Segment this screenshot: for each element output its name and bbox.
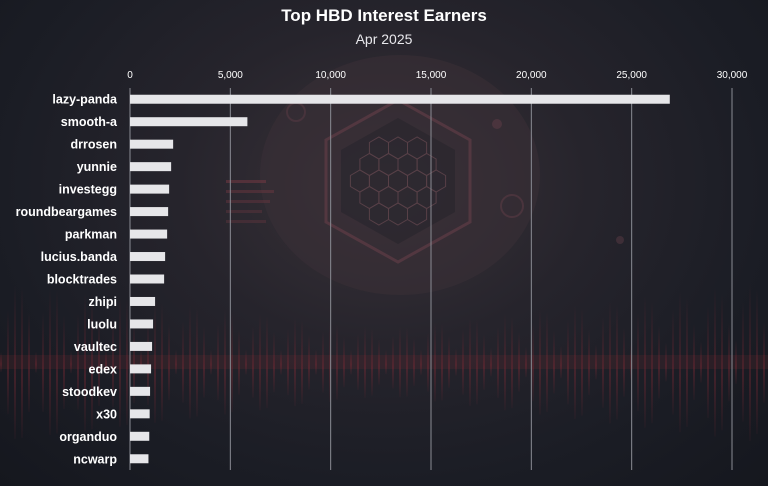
bar-smooth-a xyxy=(130,117,248,127)
bar-parkman xyxy=(130,229,168,239)
category-label: lucius.banda xyxy=(41,250,118,264)
category-label: edex xyxy=(89,362,118,376)
bar-blocktrades xyxy=(130,274,165,284)
x-axis-tick-labels: 0 5,000 10,000 15,000 20,000 25,000 30,000 xyxy=(127,70,748,81)
gridlines xyxy=(129,88,733,470)
category-label: investegg xyxy=(59,183,117,197)
bar-investegg xyxy=(130,184,170,194)
category-labels: lazy-panda smooth-a drrosen yunnie investegg… xyxy=(16,93,118,467)
bar-roundbeargames xyxy=(130,207,169,217)
bar-zhipi xyxy=(130,296,156,306)
category-label: lazy-panda xyxy=(52,93,118,107)
bar-stoodkev xyxy=(130,386,151,396)
chart-title: Top HBD Interest Earners xyxy=(281,6,487,25)
x-tick-label: 15,000 xyxy=(416,70,447,81)
bar-ncwarp xyxy=(130,454,149,464)
category-label: ncwarp xyxy=(73,452,117,466)
bar-yunnie xyxy=(130,162,172,172)
category-label: drrosen xyxy=(70,138,117,152)
category-label: smooth-a xyxy=(61,115,118,129)
bars xyxy=(130,94,670,464)
chart-subtitle: Apr 2025 xyxy=(355,31,413,47)
category-label: zhipi xyxy=(89,295,117,309)
category-label: roundbeargames xyxy=(16,205,117,219)
x-tick-label: 25,000 xyxy=(616,70,647,81)
bar-organduo xyxy=(130,431,150,441)
bar-x30 xyxy=(130,409,150,419)
category-label: organduo xyxy=(59,430,117,444)
bar-vaultec xyxy=(130,341,153,351)
x-tick-label: 5,000 xyxy=(218,70,243,81)
category-label: yunnie xyxy=(77,160,117,174)
category-label: blocktrades xyxy=(47,273,117,287)
bar-drrosen xyxy=(130,139,174,149)
x-tick-label: 30,000 xyxy=(717,70,748,81)
category-label: luolu xyxy=(87,317,117,331)
bar-lazy-panda xyxy=(130,94,670,104)
category-label: x30 xyxy=(96,407,117,421)
x-tick-label: 0 xyxy=(127,70,133,81)
x-tick-label: 10,000 xyxy=(315,70,346,81)
category-label: stoodkev xyxy=(62,385,117,399)
bar-edex xyxy=(130,364,152,374)
category-label: parkman xyxy=(65,228,117,242)
bar-luolu xyxy=(130,319,154,329)
bar-lucius.banda xyxy=(130,252,166,262)
x-tick-label: 20,000 xyxy=(516,70,547,81)
category-label: vaultec xyxy=(74,340,117,354)
